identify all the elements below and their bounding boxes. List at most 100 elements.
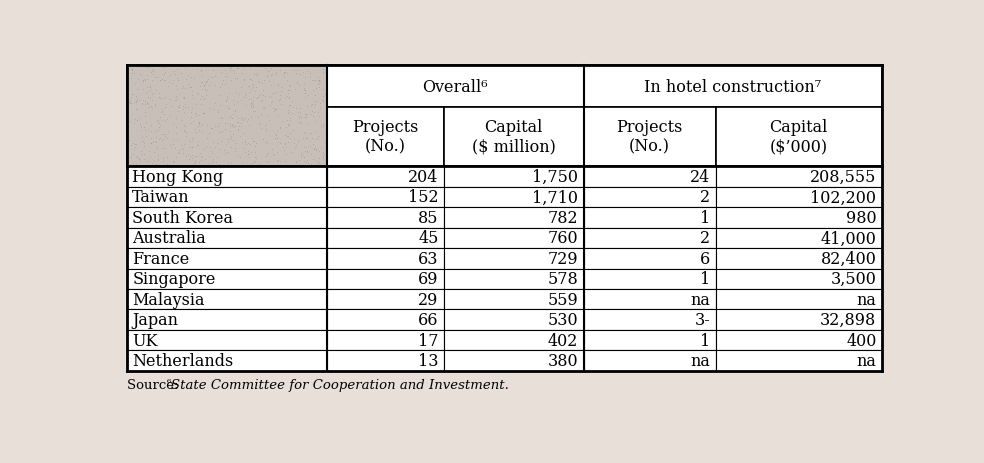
Point [176,127,192,135]
Point [219,74,235,81]
Point [192,83,208,91]
Point [210,154,225,162]
Point [159,161,175,168]
Point [275,118,290,125]
Point [291,82,307,89]
Point [205,75,220,82]
Point [157,94,173,102]
Point [197,82,213,89]
Point [276,70,291,77]
Point [228,89,244,97]
Point [139,84,154,91]
Point [221,66,237,73]
Point [155,131,171,138]
Point [244,100,260,107]
Point [187,159,203,166]
Point [299,157,315,164]
Point [269,158,284,166]
Point [197,95,213,102]
Point [136,86,152,94]
Point [180,104,196,112]
Point [176,94,192,102]
Point [296,157,312,165]
Point [225,67,241,75]
Point [133,151,149,159]
Bar [327,228,444,249]
Point [165,77,181,85]
Point [151,125,166,132]
Point [297,90,313,97]
Point [312,78,328,85]
Point [308,77,324,84]
Point [178,133,194,141]
Point [316,66,332,73]
Point [176,128,192,136]
Point [253,98,269,105]
Text: Malaysia: Malaysia [132,291,205,308]
Bar [715,350,882,371]
Point [228,100,244,107]
Point [157,69,173,77]
Point [265,71,280,79]
Point [146,139,161,146]
Point [267,90,282,97]
Point [153,135,168,143]
Point [141,94,156,101]
Point [298,135,314,142]
Point [233,114,249,122]
Point [212,115,227,123]
Point [163,143,179,150]
Point [226,101,242,109]
Point [304,108,320,116]
Point [239,118,255,125]
Point [267,135,282,142]
Bar [584,330,715,350]
Text: 559: 559 [547,291,579,308]
Point [259,73,275,80]
Point [167,145,183,153]
Point [197,81,213,88]
Bar [127,208,327,228]
Point [241,83,257,91]
Point [304,101,320,108]
Point [127,70,143,77]
Point [282,118,298,125]
Point [132,155,148,163]
Bar [127,187,327,208]
Point [161,112,177,119]
Text: State Committee for Cooperation and Investment.: State Committee for Cooperation and Inve… [171,378,509,391]
Point [306,109,322,116]
Point [136,151,152,159]
Point [266,151,281,159]
Text: Singapore: Singapore [132,271,215,288]
Point [306,77,322,84]
Point [138,113,154,120]
Point [229,66,245,73]
Point [145,160,160,168]
Point [235,116,251,124]
Point [251,121,267,129]
Bar [127,350,327,371]
Point [148,138,163,146]
Point [241,122,257,129]
Point [245,138,261,145]
Text: 152: 152 [408,189,439,206]
Text: na: na [691,352,710,369]
Point [165,120,181,127]
Point [291,119,307,126]
Point [125,66,141,73]
Text: 1: 1 [700,271,710,288]
Point [156,104,172,111]
Point [135,97,151,105]
Point [189,138,205,146]
Point [195,110,211,118]
Point [313,144,329,152]
Point [154,64,169,72]
Text: 102,200: 102,200 [811,189,877,206]
Point [302,75,318,82]
Point [167,98,183,105]
Point [124,70,140,78]
Point [297,94,313,101]
Point [243,96,259,104]
Point [212,120,227,127]
